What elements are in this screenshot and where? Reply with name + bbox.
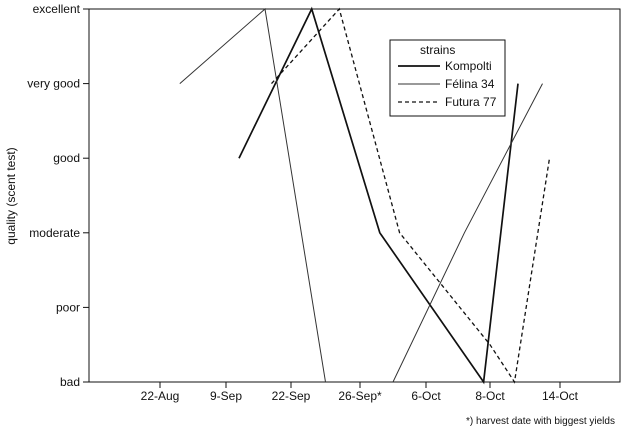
footnote: *) harvest date with biggest yields bbox=[466, 416, 615, 427]
legend-label: Félina 34 bbox=[445, 77, 495, 91]
x-tick-label: 22-Sep bbox=[272, 389, 311, 403]
y-tick-label: poor bbox=[56, 300, 80, 314]
x-tick-label: 9-Sep bbox=[210, 389, 242, 403]
y-axis-title: quality (scent test) bbox=[4, 147, 18, 244]
x-tick-label: 14-Oct bbox=[542, 389, 579, 403]
legend: strains Kompolti Félina 34 Futura 77 bbox=[389, 39, 506, 117]
series-line-futura-77 bbox=[271, 7, 551, 384]
legend-label: Kompolti bbox=[445, 59, 492, 73]
series-line-f-lina-34 bbox=[392, 83, 543, 383]
y-axis-ticks: bad poor moderate good very good excellent bbox=[27, 2, 89, 389]
y-tick-label: bad bbox=[60, 375, 80, 389]
x-tick-label: 8-Oct bbox=[475, 389, 505, 403]
x-tick-label: 22-Aug bbox=[141, 389, 180, 403]
legend-title: strains bbox=[420, 43, 455, 57]
y-tick-label: moderate bbox=[29, 226, 80, 240]
x-tick-label: 26-Sep* bbox=[338, 389, 382, 403]
legend-box bbox=[389, 39, 506, 117]
legend-label: Futura 77 bbox=[445, 95, 497, 109]
plot-area-frame bbox=[88, 8, 621, 383]
series-line-kompolti bbox=[238, 6, 519, 385]
series-layer bbox=[179, 6, 551, 385]
series-line-f-lina-34 bbox=[179, 8, 326, 383]
y-tick-label: good bbox=[53, 151, 80, 165]
x-tick-label: 6-Oct bbox=[411, 389, 441, 403]
y-tick-label: very good bbox=[27, 77, 80, 91]
x-axis-ticks: 22-Aug 9-Sep 22-Sep 26-Sep* 6-Oct 8-Oct 14-Oct bbox=[141, 382, 579, 403]
y-tick-label: excellent bbox=[33, 2, 81, 16]
legend-items: Kompolti Félina 34 Futura 77 bbox=[398, 59, 497, 109]
